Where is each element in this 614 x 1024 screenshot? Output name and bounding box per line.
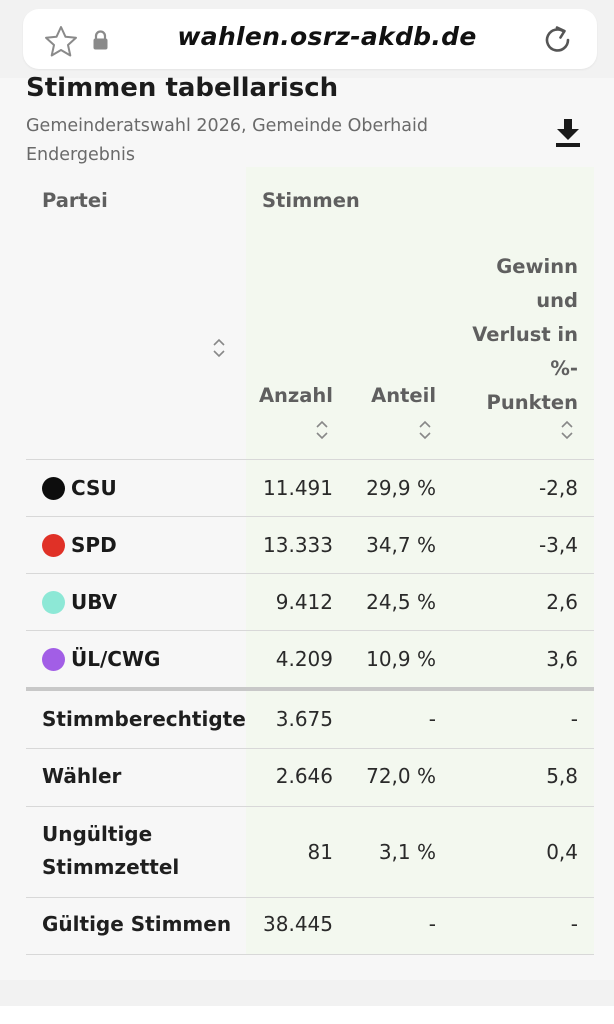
subtitle-status: Endergebnis — [26, 145, 135, 165]
stimmen-column-highlight — [246, 167, 594, 954]
party-anzahl: 11.491 — [263, 476, 333, 500]
party-diff: 2,6 — [546, 590, 578, 614]
summary-diff: - — [570, 912, 578, 936]
sort-anteil-icon[interactable] — [418, 419, 432, 441]
summary-anteil: 3,1 % — [378, 840, 436, 864]
summary-diff: - — [570, 707, 578, 731]
header-gewinn-verlust: Gewinn und Verlust in %- Punkten — [450, 250, 578, 420]
page-title: Stimmen tabellarisch — [26, 73, 339, 103]
sort-partei-icon[interactable] — [212, 337, 226, 359]
summary-divider — [26, 687, 594, 691]
row-divider — [26, 516, 594, 517]
next-card-edge — [0, 1006, 614, 1024]
url-text[interactable]: wahlen.osrz-akdb.de — [177, 22, 477, 51]
party-anteil: 10,9 % — [366, 647, 436, 671]
summary-label: Ungültige Stimmzettel — [42, 818, 179, 884]
party-name: CSU — [71, 476, 117, 500]
summary-anteil: - — [428, 912, 436, 936]
party-diff: -2,8 — [538, 476, 578, 500]
summary-diff: 0,4 — [546, 840, 578, 864]
header-anteil: Anteil — [371, 384, 436, 407]
download-icon[interactable] — [554, 117, 582, 149]
header-gewinn-line: Punkten — [486, 391, 578, 414]
summary-diff: 5,8 — [546, 764, 578, 788]
browser-toolbar: wahlen.osrz-akdb.de — [0, 0, 614, 78]
party-anteil: 29,9 % — [366, 476, 436, 500]
summary-label: Stimmberechtigte — [42, 707, 246, 731]
party-diff: 3,6 — [546, 647, 578, 671]
party-anzahl: 9.412 — [275, 590, 333, 614]
party-anteil: 34,7 % — [366, 533, 436, 557]
party-name: ÜL/CWG — [71, 647, 161, 671]
party-anzahl: 4.209 — [275, 647, 333, 671]
party-color-dot — [42, 477, 65, 500]
row-divider — [26, 806, 594, 807]
summary-label-line: Ungültige — [42, 822, 153, 846]
header-anzahl: Anzahl — [258, 384, 333, 407]
summary-anteil: - — [428, 707, 436, 731]
sort-gewinn-icon[interactable] — [560, 419, 574, 441]
party-color-dot — [42, 648, 65, 671]
page-subtitle: Gemeinderatswahl 2026, Gemeinde Oberhaid… — [26, 112, 428, 170]
header-gewinn-line: Verlust in — [472, 323, 578, 346]
party-color-dot — [42, 591, 65, 614]
reload-icon[interactable] — [541, 23, 575, 57]
row-divider — [26, 573, 594, 574]
header-partei: Partei — [42, 189, 108, 212]
party-anteil: 24,5 % — [366, 590, 436, 614]
header-stimmen: Stimmen — [262, 189, 360, 212]
summary-anzahl: 38.445 — [263, 912, 333, 936]
header-gewinn-line: Gewinn — [496, 255, 578, 278]
summary-label: Gültige Stimmen — [42, 912, 232, 936]
party-name: UBV — [71, 590, 118, 614]
sort-anzahl-icon[interactable] — [315, 419, 329, 441]
summary-anteil: 72,0 % — [366, 764, 436, 788]
party-color-dot — [42, 534, 65, 557]
address-bar[interactable] — [23, 9, 597, 69]
subtitle-election: Gemeinderatswahl 2026, Gemeinde Oberhaid — [26, 116, 428, 136]
header-gewinn-line: und — [536, 289, 578, 312]
row-divider — [26, 954, 594, 955]
summary-anzahl: 81 — [307, 840, 333, 864]
row-divider — [26, 630, 594, 631]
row-divider — [26, 897, 594, 898]
party-name: SPD — [71, 533, 117, 557]
party-diff: -3,4 — [538, 533, 578, 557]
party-anzahl: 13.333 — [263, 533, 333, 557]
bookmark-star-icon[interactable] — [44, 25, 78, 57]
summary-anzahl: 3.675 — [275, 707, 333, 731]
row-divider — [26, 748, 594, 749]
header-gewinn-line: %- — [550, 357, 578, 380]
summary-label-line: Stimmzettel — [42, 855, 180, 879]
summary-anzahl: 2.646 — [275, 764, 333, 788]
lock-icon — [93, 30, 108, 50]
summary-label: Wähler — [42, 764, 122, 788]
row-divider — [26, 459, 594, 460]
